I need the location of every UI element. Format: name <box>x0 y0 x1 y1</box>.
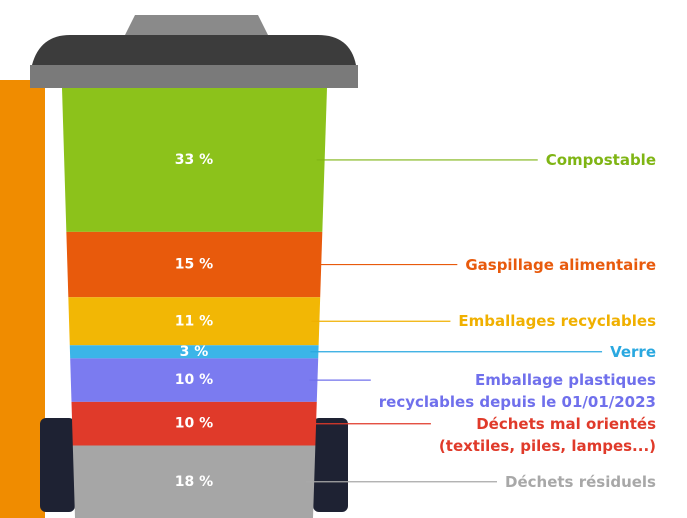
value-label: 10 % <box>175 416 213 432</box>
category-label: Déchets résiduels <box>505 472 656 491</box>
bin-segment <box>72 445 316 518</box>
bin-segment <box>70 358 319 402</box>
category-label: Emballage plastiques recyclables depuis … <box>378 371 656 412</box>
bin-segment <box>66 231 323 298</box>
wheel <box>40 418 75 512</box>
category-label: Compostable <box>545 150 656 169</box>
side-panel <box>0 80 45 518</box>
value-label: 10 % <box>175 372 213 388</box>
wheel <box>313 418 348 512</box>
category-label: Gaspillage alimentaire <box>465 255 656 274</box>
bin-segment <box>62 88 327 232</box>
category-label: Déchets mal orientés (textiles, piles, l… <box>438 414 656 455</box>
bin-segment <box>71 401 317 446</box>
category-label: Emballages recyclables <box>458 312 656 331</box>
bin-segment <box>68 297 321 346</box>
lid <box>32 35 356 65</box>
lid-rim <box>30 65 358 88</box>
value-label: 33 % <box>175 152 213 168</box>
value-label: 15 % <box>175 257 213 273</box>
category-label: Verre <box>610 342 656 361</box>
value-label: 18 % <box>175 474 213 490</box>
lid-handle <box>125 15 268 35</box>
value-label: 11 % <box>175 313 213 329</box>
value-label: 3 % <box>180 344 209 360</box>
bin-segment <box>69 345 319 359</box>
